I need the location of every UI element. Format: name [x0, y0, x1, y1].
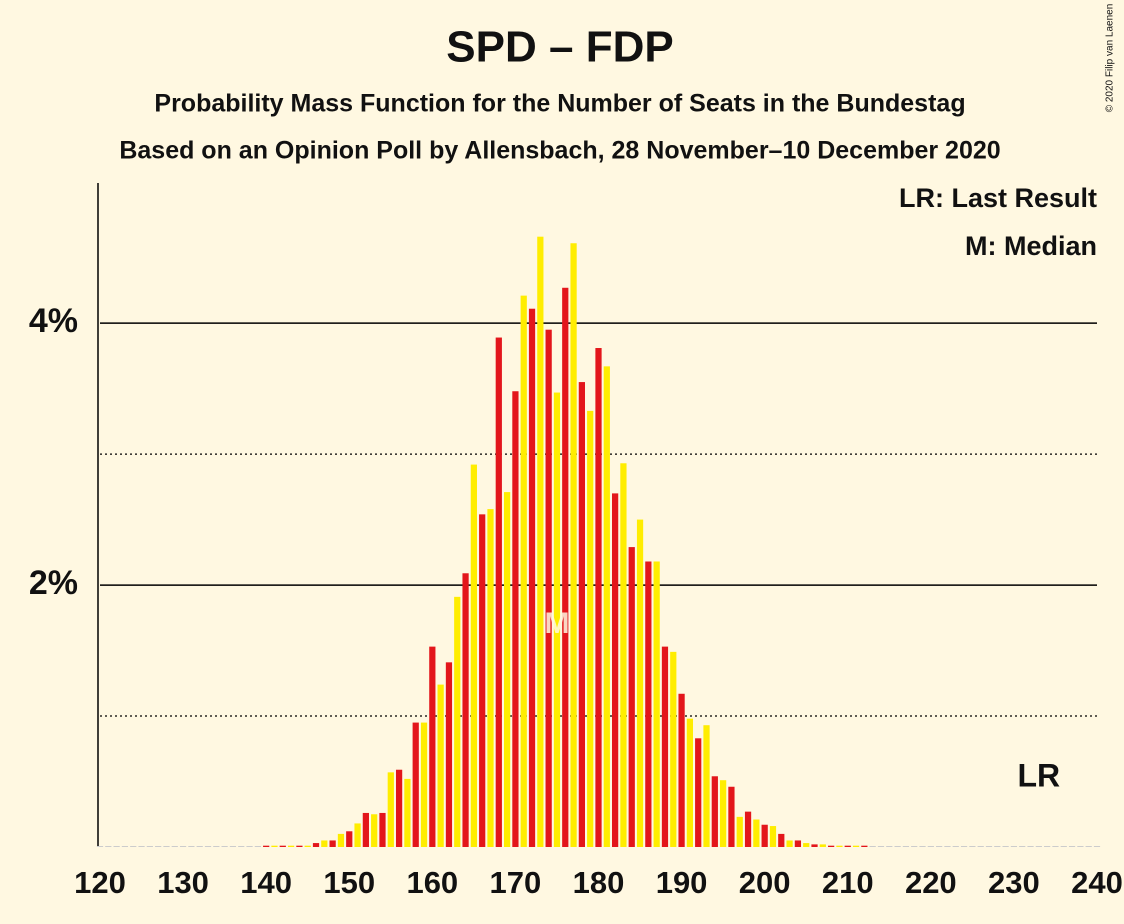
bar: [503, 492, 511, 847]
bar: [287, 845, 295, 847]
x-tick-label: 140: [240, 865, 292, 900]
x-tick-label: 180: [573, 865, 625, 900]
bar: [528, 308, 536, 848]
x-tick-label: 220: [905, 865, 957, 900]
bar: [487, 509, 494, 847]
bar: [420, 722, 428, 847]
bar: [711, 776, 718, 847]
bar: [362, 812, 369, 847]
bar: [786, 840, 793, 847]
bar: [279, 845, 286, 847]
bar: [811, 844, 818, 847]
x-tick-label: 240: [1071, 865, 1123, 900]
bar: [520, 295, 527, 847]
bar: [462, 573, 469, 847]
bar: [296, 845, 303, 847]
bar: [570, 243, 577, 848]
bar: [645, 561, 652, 847]
bar: [412, 722, 419, 847]
bar: [495, 337, 502, 847]
bar: [628, 547, 635, 847]
bar: [470, 464, 477, 847]
bar: [720, 780, 727, 847]
bar: [695, 738, 702, 847]
bar: [263, 845, 270, 847]
bar: [670, 651, 677, 847]
bar: [852, 845, 860, 847]
bar: [794, 840, 802, 847]
bar: [537, 236, 544, 847]
x-tick-label: 120: [74, 865, 126, 900]
y-tick-label: 2%: [29, 564, 78, 602]
chart-title: SPD – FDP: [446, 23, 673, 72]
bar: [769, 826, 777, 847]
bar: [562, 287, 569, 847]
subtitle: Probability Mass Function for the Number…: [154, 90, 965, 118]
bar: [612, 493, 619, 847]
copyright: © 2020 Filip van Laenen: [1105, 4, 1116, 113]
bar: [861, 845, 868, 847]
x-tick-label: 170: [490, 865, 542, 900]
bar: [828, 845, 835, 847]
legend-entry: LR: Last Result: [899, 183, 1097, 213]
bar: [587, 410, 594, 847]
y-tick-label: 4%: [29, 302, 78, 340]
bar: [819, 844, 826, 847]
bar: [603, 366, 610, 847]
bar: [312, 843, 320, 847]
x-tick-label: 210: [822, 865, 874, 900]
bar: [836, 845, 843, 847]
bar: [753, 819, 760, 847]
bar: [595, 348, 602, 847]
bar: [404, 778, 411, 847]
bar: [545, 329, 552, 847]
bar: [445, 662, 453, 847]
bar: [329, 840, 336, 847]
bar: [346, 831, 353, 847]
bar: [379, 812, 386, 847]
bar: [778, 833, 785, 847]
bar: [636, 519, 644, 847]
bar: [661, 646, 669, 847]
bar: [271, 845, 278, 847]
bar: [703, 725, 710, 847]
bar: [337, 833, 345, 847]
bar: [653, 561, 660, 847]
median-marker: M: [544, 607, 569, 640]
bar: [578, 382, 585, 847]
bar: [512, 391, 519, 847]
x-tick-label: 160: [406, 865, 458, 900]
bar: [304, 845, 311, 847]
last-result-marker: LR: [1018, 757, 1061, 793]
bar: [736, 816, 743, 847]
subtitle: Based on an Opinion Poll by Allensbach, …: [119, 137, 1000, 165]
bar: [678, 693, 685, 847]
bar: [761, 824, 768, 847]
bar: [454, 596, 461, 847]
bar: [844, 845, 851, 847]
bar: [744, 811, 752, 847]
bar: [354, 823, 361, 847]
bar: [553, 392, 561, 847]
bar: [395, 769, 403, 847]
bar: [321, 840, 328, 847]
bar: [620, 463, 627, 847]
bar: [803, 843, 810, 847]
bar: [437, 684, 444, 847]
bar: [686, 718, 694, 847]
x-tick-label: 150: [323, 865, 375, 900]
x-tick-label: 130: [157, 865, 209, 900]
x-tick-label: 200: [739, 865, 791, 900]
bar: [429, 646, 436, 847]
bar: [479, 514, 486, 847]
x-tick-label: 190: [656, 865, 708, 900]
legend-entry: M: Median: [965, 231, 1097, 261]
x-tick-label: 230: [988, 865, 1040, 900]
bar: [387, 772, 394, 847]
bar: [371, 814, 378, 847]
bar: [728, 786, 735, 847]
